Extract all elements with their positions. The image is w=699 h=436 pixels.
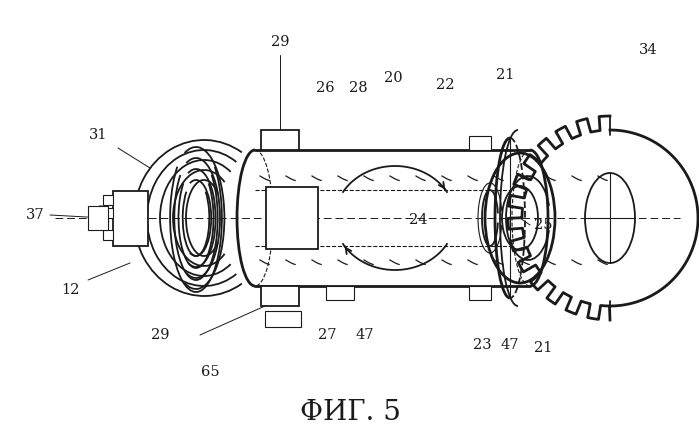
Bar [266,187,318,249]
Text: 22: 22 [435,78,454,92]
Bar [103,195,113,205]
Text: 29: 29 [151,328,169,342]
Bar [469,136,491,150]
Text: 29: 29 [271,35,289,49]
Bar [326,286,354,300]
Text: 65: 65 [201,365,219,379]
Bar [88,206,108,230]
Bar [113,191,148,246]
Text: 27: 27 [318,328,336,342]
Text: 47: 47 [356,328,374,342]
Text: 28: 28 [349,81,367,95]
Text: 26: 26 [316,81,334,95]
Text: 25: 25 [534,218,552,232]
Text: 20: 20 [384,71,403,85]
Text: 24: 24 [409,213,427,227]
Bar [265,311,301,327]
Bar [469,286,491,300]
Text: ФИГ. 5: ФИГ. 5 [300,399,401,426]
Text: 12: 12 [61,283,79,297]
Bar [261,130,299,150]
Text: 21: 21 [496,68,514,82]
Text: 23: 23 [473,338,491,352]
Bar [103,230,113,240]
Bar [103,208,113,218]
Text: 21: 21 [534,341,552,355]
Text: 34: 34 [639,43,657,57]
Text: 47: 47 [500,338,519,352]
Bar [261,286,299,306]
Text: 37: 37 [26,208,44,222]
Text: 31: 31 [89,128,107,142]
